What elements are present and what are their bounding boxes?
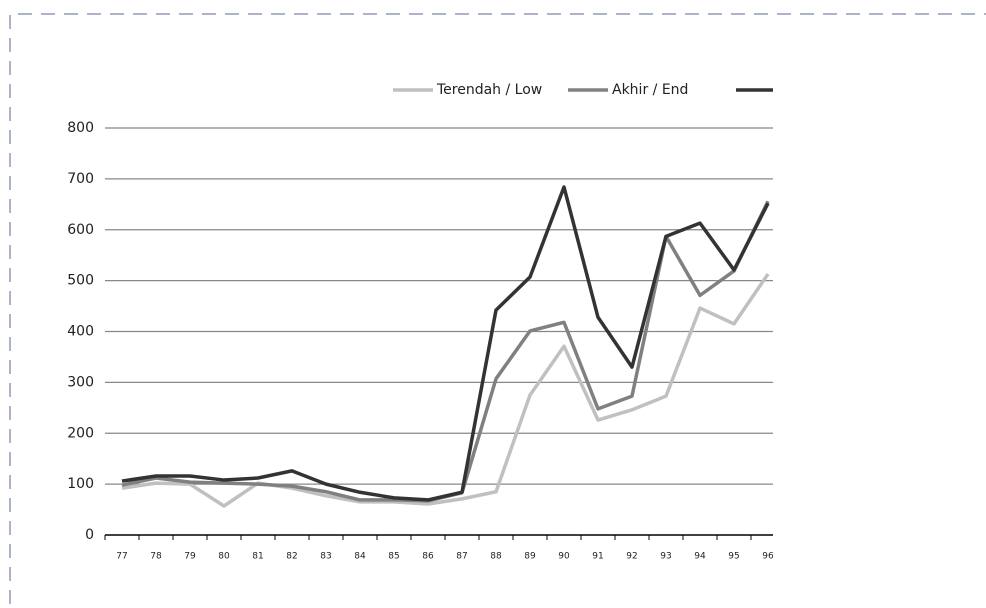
y-tick-label: 0 (85, 527, 94, 543)
y-tick-label: 400 (67, 324, 94, 340)
y-tick-label: 300 (67, 374, 94, 390)
x-tick-label: 79 (184, 552, 196, 562)
x-tick-label: 93 (660, 552, 671, 562)
x-tick-label: 94 (694, 552, 706, 562)
y-tick-label: 800 (67, 120, 94, 136)
x-tick-label: 77 (116, 552, 127, 562)
y-tick-label: 700 (67, 171, 94, 187)
x-tick-label: 86 (422, 552, 434, 562)
x-tick-label: 95 (728, 552, 739, 562)
legend-label: Akhir / End (612, 82, 688, 98)
x-tick-label: 88 (490, 552, 502, 562)
series-line (121, 200, 770, 503)
x-tick-label: 80 (218, 552, 230, 562)
x-tick-label: 78 (150, 552, 162, 562)
x-tick-label: 81 (252, 552, 263, 562)
y-tick-label: 100 (67, 476, 94, 492)
y-tick-label: 600 (67, 222, 94, 238)
series-line (121, 185, 770, 502)
x-tick-label: 92 (626, 552, 637, 562)
y-tick-label: 500 (67, 273, 94, 289)
legend-label: Terendah / Low (436, 82, 542, 98)
x-tick-label: 82 (286, 552, 297, 562)
x-tick-label: 91 (592, 552, 603, 562)
x-tick-label: 83 (320, 552, 331, 562)
x-tick-label: 87 (456, 552, 467, 562)
x-tick-label: 89 (524, 552, 536, 562)
series-line (121, 273, 770, 508)
x-tick-label: 96 (762, 552, 774, 562)
x-tick-label: 90 (558, 552, 570, 562)
x-tick-label: 85 (388, 552, 399, 562)
y-tick-label: 200 (67, 425, 94, 441)
frame (9, 13, 986, 604)
plot: 77 78 79 80 81 82 83 84 85 86 87 88 89 90 91 92 93 94 95 96… (104, 82, 774, 562)
x-tick-label: 84 (354, 552, 366, 562)
